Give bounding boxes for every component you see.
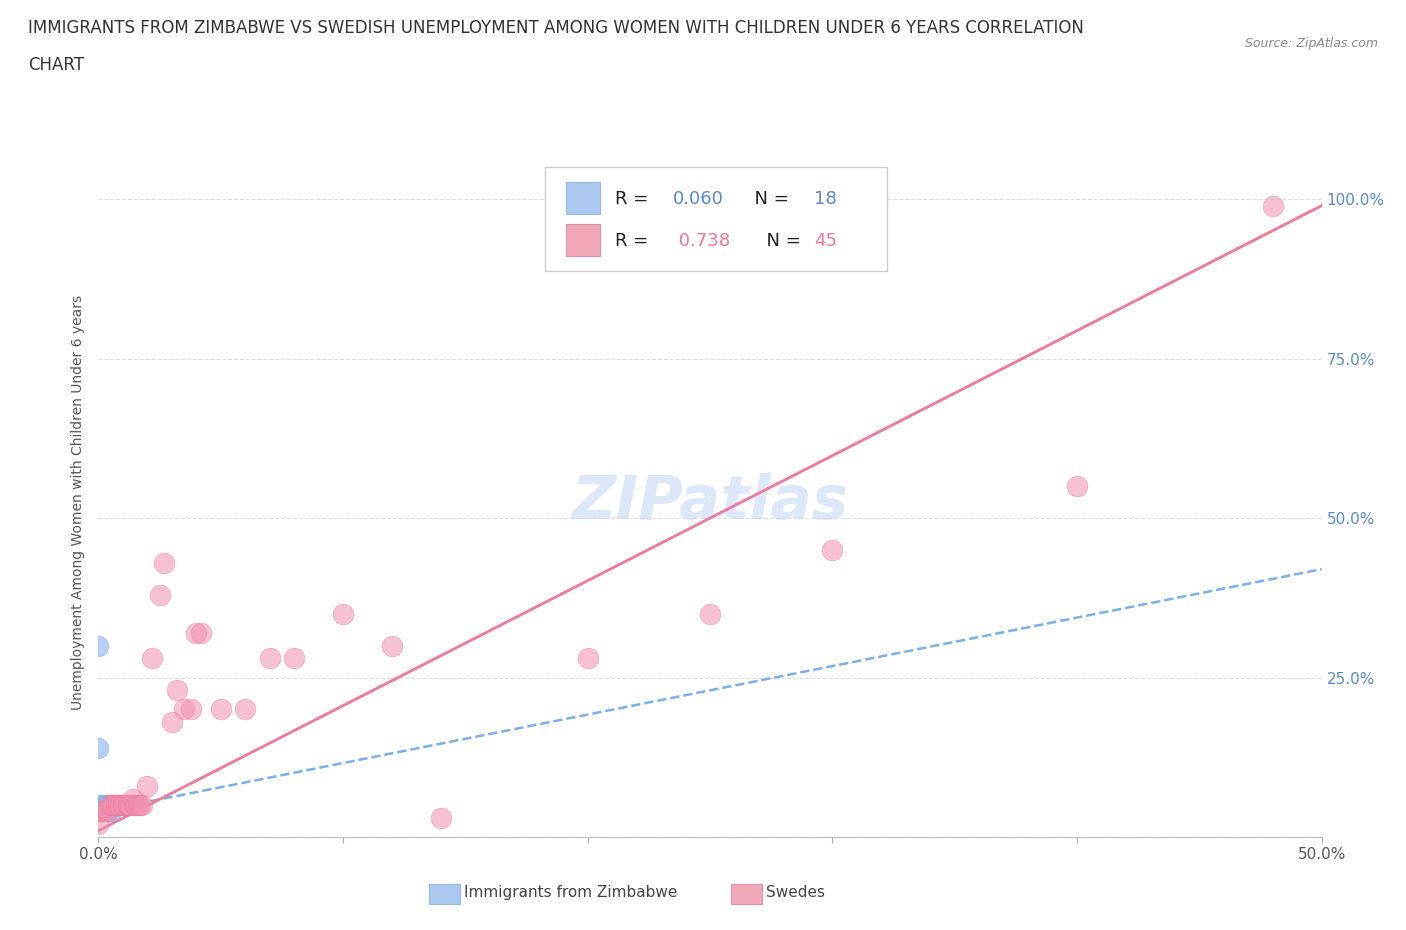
- Point: [87, 638, 110, 653]
- Point: [430, 810, 453, 825]
- Point: [91, 798, 114, 813]
- Text: N =: N =: [755, 232, 807, 250]
- Point: [100, 798, 122, 813]
- Point: [111, 798, 134, 813]
- Point: [381, 638, 404, 653]
- Point: [259, 651, 281, 666]
- Point: [190, 626, 212, 641]
- Point: [94, 798, 117, 813]
- Point: [100, 798, 122, 813]
- Point: [180, 702, 202, 717]
- Point: [233, 702, 256, 717]
- Point: [87, 817, 110, 831]
- Point: [90, 804, 112, 819]
- Point: [101, 798, 124, 813]
- Point: [104, 798, 127, 813]
- Text: 18: 18: [814, 190, 837, 208]
- Text: ZIPatlas: ZIPatlas: [571, 472, 849, 532]
- Point: [94, 804, 117, 819]
- Text: N =: N =: [742, 190, 794, 208]
- Point: [332, 606, 354, 621]
- Point: [117, 798, 139, 813]
- Point: [111, 798, 134, 813]
- Point: [104, 798, 127, 813]
- Bar: [565, 223, 600, 256]
- Point: [136, 778, 159, 793]
- Point: [90, 804, 112, 819]
- Point: [94, 804, 117, 819]
- Point: [576, 651, 599, 666]
- Point: [821, 542, 844, 557]
- Point: [100, 798, 122, 813]
- Point: [97, 798, 120, 813]
- Point: [87, 740, 110, 755]
- Text: R =: R =: [614, 232, 654, 250]
- Point: [131, 798, 153, 813]
- Text: Immigrants from Zimbabwe: Immigrants from Zimbabwe: [464, 885, 678, 900]
- Point: [90, 804, 112, 819]
- Text: CHART: CHART: [28, 56, 84, 73]
- FancyBboxPatch shape: [546, 167, 887, 272]
- Point: [1261, 198, 1284, 213]
- Text: R =: R =: [614, 190, 654, 208]
- Point: [283, 651, 305, 666]
- Text: IMMIGRANTS FROM ZIMBABWE VS SWEDISH UNEMPLOYMENT AMONG WOMEN WITH CHILDREN UNDER: IMMIGRANTS FROM ZIMBABWE VS SWEDISH UNEM…: [28, 19, 1084, 36]
- Point: [141, 651, 163, 666]
- Point: [107, 798, 129, 813]
- Text: 45: 45: [814, 232, 837, 250]
- Point: [91, 804, 114, 819]
- Point: [107, 798, 129, 813]
- Point: [699, 606, 721, 621]
- Point: [91, 804, 114, 819]
- Point: [124, 798, 146, 813]
- Point: [173, 702, 195, 717]
- Point: [186, 626, 208, 641]
- Point: [127, 798, 149, 813]
- Point: [166, 683, 188, 698]
- Point: [121, 791, 143, 806]
- Point: [153, 555, 176, 570]
- Point: [111, 798, 134, 813]
- Bar: [565, 182, 600, 214]
- Point: [129, 798, 152, 813]
- Point: [160, 715, 183, 730]
- Point: [124, 798, 146, 813]
- Text: 0.060: 0.060: [673, 190, 724, 208]
- Point: [110, 798, 132, 813]
- Y-axis label: Unemployment Among Women with Children Under 6 years: Unemployment Among Women with Children U…: [70, 295, 84, 710]
- Point: [209, 702, 232, 717]
- Point: [114, 798, 136, 813]
- Point: [120, 798, 142, 813]
- Text: Swedes: Swedes: [766, 885, 825, 900]
- Text: Source: ZipAtlas.com: Source: ZipAtlas.com: [1244, 37, 1378, 50]
- Point: [117, 798, 139, 813]
- Point: [90, 798, 112, 813]
- Point: [97, 804, 120, 819]
- Point: [149, 587, 172, 602]
- Point: [97, 804, 120, 819]
- Point: [100, 804, 122, 819]
- Point: [1066, 479, 1088, 494]
- Text: 0.738: 0.738: [673, 232, 731, 250]
- Point: [94, 798, 117, 813]
- Point: [101, 798, 124, 813]
